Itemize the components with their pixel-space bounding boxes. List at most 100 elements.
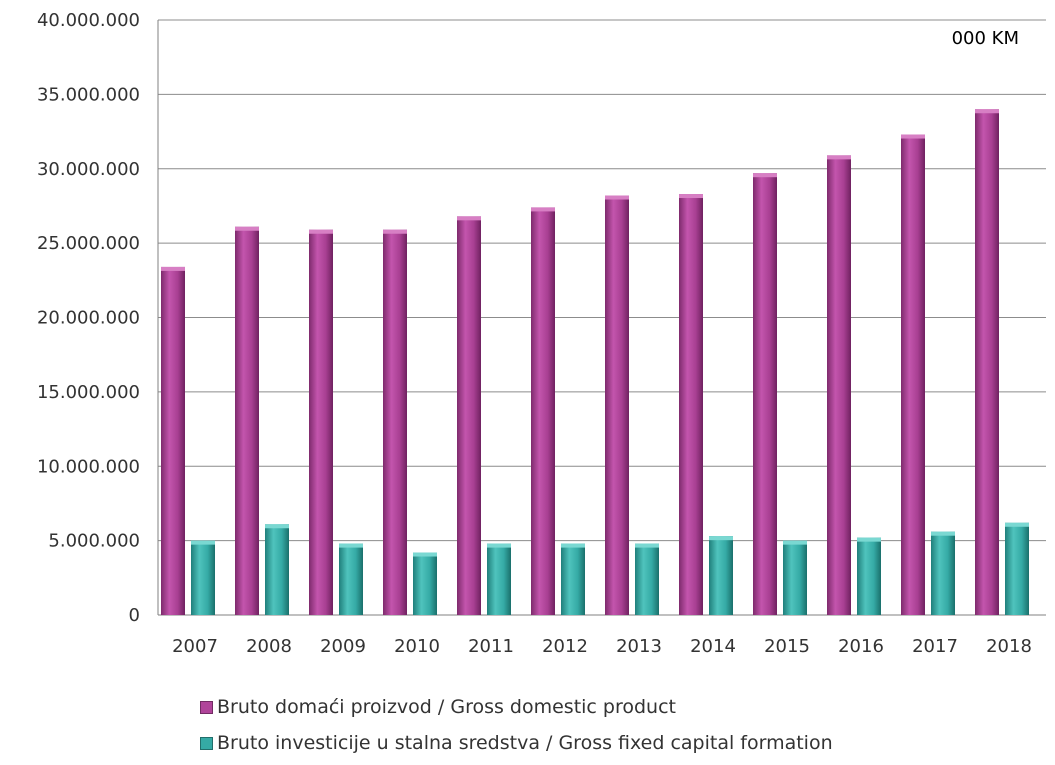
bar-gfcf — [487, 543, 511, 615]
legend-item-gdp: Bruto domaći proizvod / Gross domestic p… — [200, 693, 833, 721]
bar-gdp-body — [679, 194, 703, 615]
bar-gdp-top — [383, 229, 407, 234]
bar-gfcf — [783, 540, 807, 615]
bar-gdp — [679, 194, 703, 615]
bar-gdp-body — [309, 229, 333, 616]
y-tick-label: 0 — [129, 605, 140, 626]
bar-gdp — [975, 109, 999, 615]
x-tick-label: 2013 — [616, 636, 662, 657]
bars — [161, 109, 1029, 616]
bar-gfcf-top — [413, 552, 437, 557]
y-tick-label: 10.000.000 — [37, 456, 140, 477]
bar-gfcf — [931, 531, 955, 615]
bar-gdp-body — [975, 109, 999, 615]
bar-gfcf-body — [1005, 522, 1029, 615]
bar-gdp-top — [679, 194, 703, 199]
bar-gdp — [531, 207, 555, 616]
y-tick-label: 35.000.000 — [37, 84, 140, 105]
bar-gfcf-body — [857, 537, 881, 615]
legend-item-gfcf: Bruto investicije u stalna sredstva / Gr… — [200, 729, 833, 757]
bar-gfcf — [413, 552, 437, 615]
x-tick-label: 2008 — [246, 636, 292, 657]
bar-gfcf-body — [709, 536, 733, 615]
bar-gdp-body — [827, 155, 851, 616]
bar-gfcf-body — [191, 540, 215, 615]
y-tick-label: 40.000.000 — [37, 10, 140, 31]
bar-gdp — [753, 173, 777, 615]
bar-gfcf — [339, 543, 363, 615]
x-tick-label: 2016 — [838, 636, 884, 657]
bar-gdp-top — [531, 207, 555, 212]
x-tick-label: 2018 — [986, 636, 1032, 657]
axes — [157, 20, 1046, 616]
bar-gdp-top — [235, 226, 259, 231]
bar-gfcf — [1005, 522, 1029, 615]
gridlines — [158, 19, 1046, 542]
bar-gdp-body — [235, 226, 259, 615]
legend-label-gfcf: Bruto investicije u stalna sredstva / Gr… — [217, 732, 833, 754]
bar-gdp-body — [161, 266, 185, 615]
y-tick-label: 30.000.000 — [37, 159, 140, 180]
legend: Bruto domaći proizvod / Gross domestic p… — [200, 693, 833, 765]
y-tick-labels: 0 5.000.000 10.000.000 15.000.000 20.000.000… — [37, 10, 140, 626]
bar-gfcf-top — [931, 531, 955, 536]
bar-gdp — [827, 155, 851, 616]
x-tick-label: 2017 — [912, 636, 958, 657]
bar-gfcf-top — [709, 536, 733, 541]
bar-gfcf — [709, 536, 733, 615]
bar-gfcf-body — [931, 531, 955, 615]
bar-gfcf — [635, 543, 659, 615]
x-tick-labels: 2007 2008 2009 2010 2011 2012 2013 2014 2015 2016… — [172, 636, 1032, 657]
bar-gdp-top — [901, 134, 925, 139]
bar-gfcf-top — [561, 543, 585, 548]
bar-gfcf-body — [413, 552, 437, 615]
y-tick-label: 25.000.000 — [37, 233, 140, 254]
bar-gfcf-body — [265, 524, 289, 615]
bar-gdp-top — [975, 109, 999, 114]
x-tick-label: 2010 — [394, 636, 440, 657]
unit-label: 000 KM — [952, 28, 1019, 49]
bar-gfcf-body — [635, 543, 659, 615]
bar-gdp-body — [531, 207, 555, 616]
x-tick-label: 2011 — [468, 636, 514, 657]
bar-gdp-body — [383, 229, 407, 616]
bar-gdp — [605, 195, 629, 615]
bar-gdp-body — [901, 134, 925, 615]
x-tick-label: 2009 — [320, 636, 366, 657]
x-tick-label: 2014 — [690, 636, 736, 657]
bar-gfcf-top — [1005, 522, 1029, 527]
y-tick-label: 5.000.000 — [48, 531, 140, 552]
bar-gfcf-top — [635, 543, 659, 548]
x-tick-label: 2015 — [764, 636, 810, 657]
bar-gfcf-top — [191, 540, 215, 545]
bar-gdp-top — [309, 229, 333, 234]
bar-gfcf-body — [783, 540, 807, 615]
bar-gdp-top — [457, 216, 481, 221]
bar-gdp-top — [827, 155, 851, 160]
bar-gdp — [161, 266, 185, 615]
bar-gdp — [309, 229, 333, 616]
bar-gfcf-top — [783, 540, 807, 545]
bar-gdp — [235, 226, 259, 615]
y-tick-label: 15.000.000 — [37, 382, 140, 403]
bar-gdp-body — [605, 195, 629, 615]
bar-gdp-body — [457, 216, 481, 615]
legend-label-gdp: Bruto domaći proizvod / Gross domestic p… — [217, 696, 676, 718]
bar-gfcf-top — [339, 543, 363, 548]
bar-gdp — [457, 216, 481, 615]
x-tick-label: 2012 — [542, 636, 588, 657]
bar-gdp-body — [753, 173, 777, 615]
bar-gdp — [901, 134, 925, 615]
bar-gfcf — [561, 543, 585, 615]
bar-gfcf-top — [265, 524, 289, 529]
legend-swatch-gfcf — [200, 736, 213, 750]
bar-gfcf — [191, 540, 215, 615]
y-tick-label: 20.000.000 — [37, 308, 140, 329]
bar-gfcf-top — [857, 537, 881, 542]
legend-swatch-gdp — [200, 700, 213, 714]
bar-gdp-top — [161, 266, 185, 271]
bar-gfcf — [857, 537, 881, 615]
bar-gdp — [383, 229, 407, 616]
bar-gfcf-body — [339, 543, 363, 615]
